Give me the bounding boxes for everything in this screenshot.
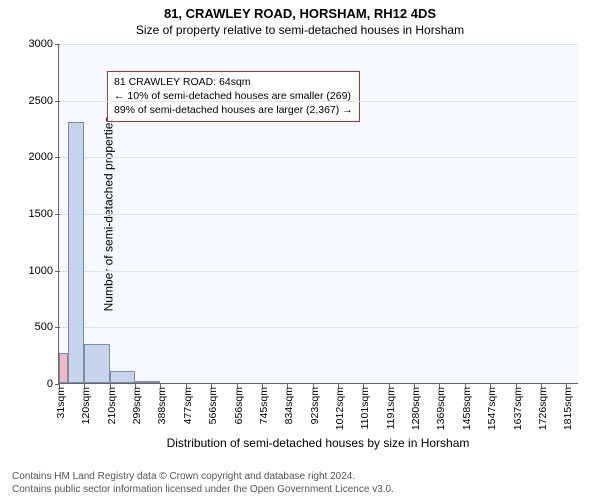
x-tick-label: 834sqm	[283, 383, 295, 424]
annotation-line: 81 CRAWLEY ROAD: 64sqm	[114, 75, 353, 89]
y-tick-label: 2000	[29, 151, 59, 163]
gridline	[59, 271, 578, 272]
chart-subtitle: Size of property relative to semi-detach…	[0, 23, 600, 37]
x-tick-label: 1101sqm	[359, 383, 371, 429]
x-tick-label: 656sqm	[233, 383, 245, 424]
x-tick-label: 1726sqm	[537, 383, 549, 430]
footer-attribution: Contains HM Land Registry data © Crown c…	[12, 471, 394, 496]
x-tick-label: 1547sqm	[486, 383, 498, 430]
x-tick-label: 477sqm	[182, 383, 194, 424]
x-tick-label: 1369sqm	[435, 383, 447, 430]
histogram-bar	[110, 371, 135, 383]
x-tick-label: 1458sqm	[461, 383, 473, 430]
x-tick-label: 1191sqm	[385, 383, 397, 429]
gridline	[59, 214, 578, 215]
x-tick-label: 1815sqm	[562, 383, 574, 430]
y-tick-label: 2500	[29, 95, 59, 107]
chart-title: 81, CRAWLEY ROAD, HORSHAM, RH12 4DS	[0, 6, 600, 21]
annotation-box: 81 CRAWLEY ROAD: 64sqm ← 10% of semi-det…	[107, 71, 360, 122]
x-axis-label: Distribution of semi-detached houses by …	[167, 436, 470, 450]
y-tick-label: 1000	[29, 265, 59, 277]
gridline	[59, 327, 578, 328]
x-tick-label: 120sqm	[80, 383, 92, 424]
footer-line: Contains public sector information licen…	[12, 484, 394, 497]
footer-line: Contains HM Land Registry data © Crown c…	[12, 471, 394, 484]
x-tick-label: 1280sqm	[410, 383, 422, 430]
x-tick-label: 210sqm	[106, 383, 118, 424]
y-tick-label: 1500	[29, 208, 59, 220]
x-tick-label: 1637sqm	[512, 383, 524, 430]
gridline	[59, 44, 578, 45]
histogram-bar	[68, 122, 84, 383]
y-tick-label: 500	[35, 321, 59, 333]
x-tick-label: 388sqm	[156, 383, 168, 424]
chart-container: Number of semi-detached properties 81 CR…	[58, 44, 578, 424]
plot-area: Number of semi-detached properties 81 CR…	[58, 44, 578, 384]
x-tick-label: 299sqm	[131, 383, 143, 424]
x-tick-label: 566sqm	[207, 383, 219, 424]
histogram-bar	[84, 344, 110, 383]
annotation-line: 89% of semi-detached houses are larger (…	[114, 103, 353, 117]
histogram-bar-highlight	[59, 353, 68, 383]
y-tick-label: 3000	[29, 38, 59, 50]
x-tick-label: 745sqm	[258, 383, 270, 424]
x-tick-label: 923sqm	[309, 383, 321, 424]
gridline	[59, 101, 578, 102]
gridline	[59, 157, 578, 158]
x-tick-label: 31sqm	[55, 383, 67, 419]
x-tick-label: 1012sqm	[334, 383, 346, 430]
